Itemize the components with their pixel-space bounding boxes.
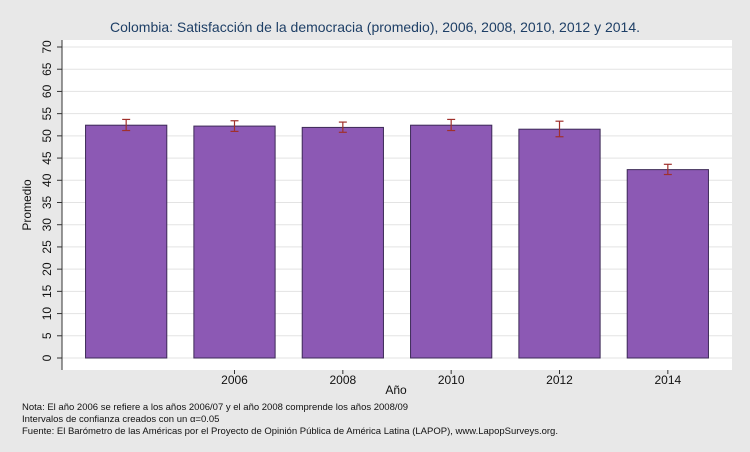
y-tick-label: 65	[40, 62, 54, 76]
x-tick-label: 2014	[654, 373, 681, 387]
footnote-confidence-interval: Intervalos de confianza creados con un α…	[22, 414, 220, 425]
bar	[193, 125, 276, 359]
y-tick-label: 30	[40, 218, 54, 232]
footnotes: Nota: El año 2006 se refiere a los años …	[22, 402, 558, 438]
y-tick-label: 20	[40, 262, 54, 276]
x-axis-label: Año	[385, 383, 407, 397]
y-tick-label: 55	[40, 107, 54, 121]
y-tick-label: 15	[40, 284, 54, 298]
y-ticks: 0 5 10 15 20 25 30 35 40 45 50 55 60 65 70	[40, 40, 62, 361]
y-tick-label: 10	[40, 307, 54, 321]
y-tick-label: 5	[40, 332, 54, 339]
y-tick-label: 60	[40, 84, 54, 98]
grid-lines	[62, 46, 732, 359]
bar	[626, 169, 709, 359]
bar	[410, 124, 493, 359]
chart-title: Colombia: Satisfacción de la democracia …	[110, 19, 640, 35]
y-tick-label: 0	[40, 354, 54, 361]
plot-area	[62, 40, 732, 370]
x-tick-label: 2006	[221, 373, 248, 387]
footnote-year-note: Nota: El año 2006 se refiere a los años …	[22, 402, 409, 413]
x-tick-label: 2008	[329, 373, 356, 387]
y-tick-label: 70	[40, 40, 54, 54]
bar	[301, 126, 384, 359]
bar	[85, 124, 168, 359]
x-tick-labels: 2006 2008 2010 2012 2014	[221, 370, 682, 387]
y-tick-label: 35	[40, 196, 54, 210]
y-tick-label: 40	[40, 173, 54, 187]
x-tick-label: 2012	[546, 373, 573, 387]
error-bars	[122, 118, 672, 176]
y-tick-label: 50	[40, 129, 54, 143]
bars	[85, 124, 709, 359]
y-tick-label: 25	[40, 240, 54, 254]
x-tick-label: 2010	[438, 373, 465, 387]
y-tick-label: 45	[40, 151, 54, 165]
bar	[518, 128, 601, 359]
footnote-source: Fuente: El Barómetro de las Américas por…	[22, 426, 558, 437]
y-axis-label: Promedio	[20, 179, 34, 231]
